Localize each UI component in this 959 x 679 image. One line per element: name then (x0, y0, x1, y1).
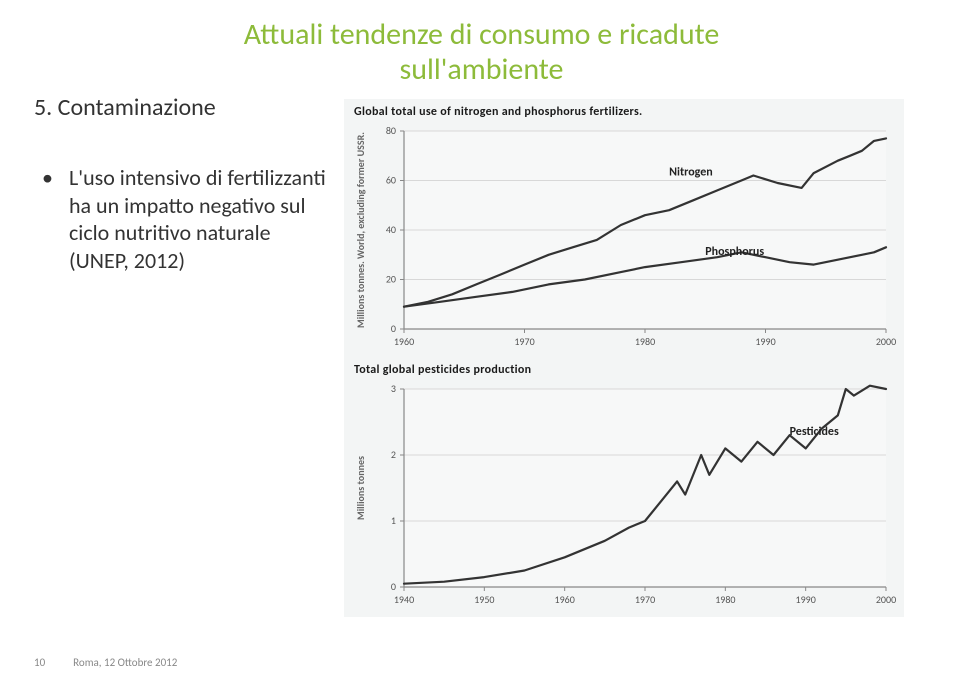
svg-text:Nitrogen: Nitrogen (669, 166, 713, 180)
title-line-2: sull'ambiente (34, 53, 929, 88)
svg-text:0: 0 (391, 322, 396, 335)
footer: 10 Roma, 12 Ottobre 2012 (34, 656, 177, 669)
svg-text:Millions tonnes. World, exclud: Millions tonnes. World, excluding former… (354, 132, 367, 328)
bullet-icon: • (42, 164, 53, 192)
svg-text:Millions tonnes: Millions tonnes (354, 456, 367, 520)
body-row: 5. Contaminazione • L'uso intensivo di f… (34, 95, 929, 617)
bullet-item: • L'uso intensivo di fertilizzanti ha un… (34, 164, 334, 274)
right-column: Global total use of nitrogen and phospho… (344, 95, 929, 617)
svg-text:1: 1 (391, 514, 396, 527)
svg-text:1990: 1990 (755, 335, 775, 348)
svg-text:Phosphorus: Phosphorus (705, 245, 764, 259)
svg-text:2000: 2000 (876, 593, 896, 606)
chart2-title: Total global pesticides production (354, 363, 894, 377)
numbered-item: 5. Contaminazione (34, 93, 334, 122)
svg-text:1960: 1960 (555, 593, 575, 606)
svg-text:20: 20 (386, 273, 396, 286)
svg-text:1990: 1990 (796, 593, 816, 606)
svg-text:1970: 1970 (635, 593, 655, 606)
svg-text:1980: 1980 (715, 593, 735, 606)
svg-text:1940: 1940 (394, 593, 414, 606)
left-column: 5. Contaminazione • L'uso intensivo di f… (34, 95, 334, 274)
svg-text:1960: 1960 (394, 335, 414, 348)
bullet-text: L'uso intensivo di fertilizzanti ha un i… (69, 164, 334, 274)
svg-text:60: 60 (386, 174, 396, 187)
svg-text:1970: 1970 (514, 335, 534, 348)
svg-text:2000: 2000 (876, 335, 896, 348)
pesticides-chart: Millions tonnes 0 1 2 3 1940 1950 1960 1970 1980 1… (350, 381, 898, 611)
slide: Attuali tendenze di consumo e ricadute s… (0, 0, 959, 679)
page-number: 10 (34, 656, 45, 669)
svg-text:1980: 1980 (635, 335, 655, 348)
svg-text:0: 0 (391, 580, 396, 593)
fertilizer-chart: Millions tonnes. World, excluding former… (350, 123, 898, 353)
svg-text:80: 80 (386, 124, 396, 137)
svg-text:1950: 1950 (474, 593, 494, 606)
svg-text:3: 3 (391, 382, 396, 395)
title-line-1: Attuali tendenze di consumo e ricadute (34, 18, 929, 53)
slide-title: Attuali tendenze di consumo e ricadute s… (34, 18, 929, 87)
svg-text:Pesticides: Pesticides (790, 425, 839, 439)
charts-panel: Global total use of nitrogen and phospho… (344, 99, 904, 617)
footer-text: Roma, 12 Ottobre 2012 (73, 656, 177, 669)
svg-text:40: 40 (386, 223, 396, 236)
chart1-title: Global total use of nitrogen and phospho… (354, 105, 894, 119)
svg-text:2: 2 (391, 448, 396, 461)
